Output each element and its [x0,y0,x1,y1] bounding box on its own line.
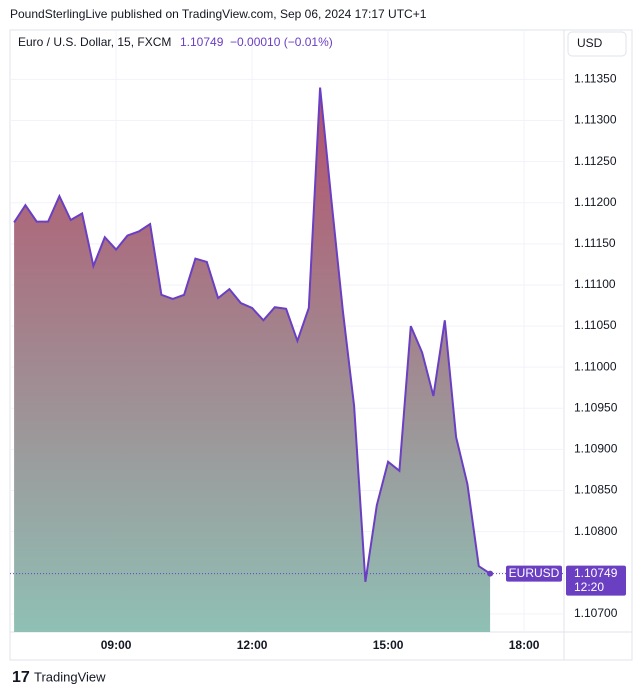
chart-title: Euro / U.S. Dollar, 15, FXCM [18,35,171,49]
x-tick-label: 15:00 [373,638,404,652]
x-tick-label: 18:00 [509,638,540,652]
y-tick-label: 1.11150 [574,236,616,250]
x-tick-label: 09:00 [101,638,132,652]
footer: TradingView [34,669,106,684]
last-point [487,570,494,577]
header: PoundSterlingLive published on TradingVi… [10,7,427,21]
price-tag-value: 1.10749 [574,566,618,580]
price-tag [566,565,626,596]
y-tick-label: 1.11250 [574,154,617,168]
y-tick-label: 1.10800 [574,524,618,538]
y-tick-label: 1.10900 [574,442,618,456]
legend-value: 1.10749 [180,35,224,49]
frame [9,29,633,661]
y-tick-label: 1.11050 [574,318,617,332]
y-tick-label: 1.10850 [574,483,618,497]
area [14,87,491,633]
line [13,87,491,582]
currency[interactable]: USD [577,36,603,50]
currency-button[interactable] [567,31,627,57]
y-tick-label: 1.11000 [574,359,617,373]
legend-change: −0.00010 (−0.01%) [230,35,333,49]
y-tick-label: 1.10700 [574,606,618,620]
symbol-tag [506,565,562,582]
y-tick-label: 1.11200 [574,195,617,209]
y-tick-label: 1.11350 [574,72,617,86]
countdown: 12:20 [574,580,604,594]
plot [10,30,564,633]
y-tick-label: 1.10950 [574,400,618,414]
y-tick-label: 1.11300 [574,113,617,127]
symbol-label: EURUSD [509,566,560,580]
x-tick-label: 12:00 [237,638,268,652]
logo-mark: 17 [12,669,30,686]
y-tick-label: 1.11100 [574,277,616,291]
